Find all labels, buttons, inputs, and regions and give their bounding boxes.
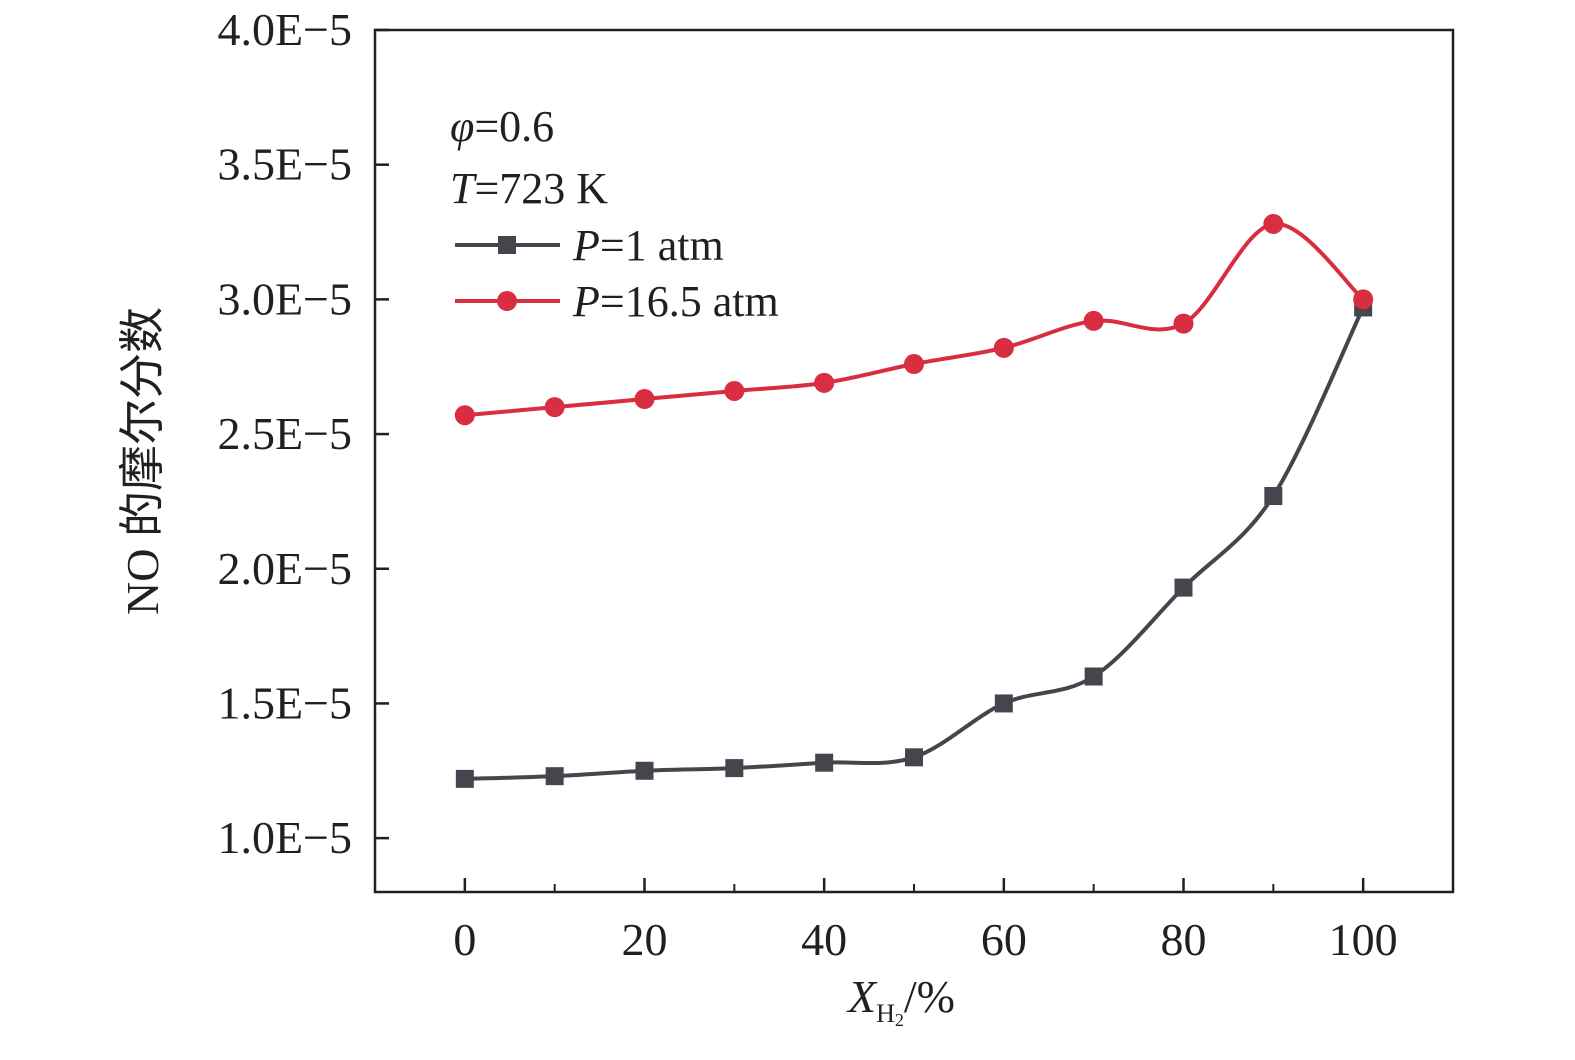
- x-axis-unit: /%: [904, 971, 955, 1022]
- legend-marker-16-5atm: [497, 291, 517, 311]
- data-point-16-5atm: [993, 337, 1014, 358]
- legend-1atm-value: =1 atm: [600, 221, 724, 270]
- data-point-16-5atm: [454, 405, 475, 426]
- x-axis-subscript: H: [876, 999, 895, 1028]
- data-point-1atm: [635, 761, 654, 780]
- y-tick-label: 2.5E−5: [217, 408, 352, 459]
- legend-1atm-symbol: P: [572, 221, 600, 270]
- data-point-1atm: [1264, 487, 1283, 506]
- legend-label-16-5atm: P=16.5 atm: [572, 277, 779, 326]
- y-tick-label: 4.0E−5: [217, 4, 352, 55]
- x-tick-label: 40: [801, 914, 847, 965]
- data-point-16-5atm: [1173, 313, 1194, 334]
- data-point-1atm: [545, 767, 564, 786]
- y-axis-ticks: 1.0E−5 1.5E−5 2.0E−5 2.5E−5 3.0E−5 3.5E−5 4.0E…: [217, 4, 389, 863]
- data-point-1atm: [455, 769, 474, 788]
- phi-symbol: φ: [450, 102, 474, 151]
- y-tick-label: 3.5E−5: [217, 139, 352, 190]
- legend-item-16-5atm: P=16.5 atm: [455, 277, 779, 326]
- data-point-16-5atm: [1353, 289, 1374, 310]
- data-point-16-5atm: [544, 397, 565, 418]
- data-point-16-5atm: [1083, 310, 1104, 331]
- data-point-16-5atm: [724, 380, 745, 401]
- annotation-phi: φ=0.6: [450, 102, 554, 151]
- x-tick-label: 80: [1161, 914, 1207, 965]
- temperature-symbol: T: [450, 164, 478, 213]
- data-point-1atm: [1084, 667, 1103, 686]
- x-axis-title: XH2/%: [846, 971, 955, 1030]
- phi-value: =0.6: [474, 102, 554, 151]
- x-tick-label: 60: [981, 914, 1027, 965]
- data-point-1atm: [1174, 578, 1193, 597]
- data-point-16-5atm: [814, 372, 835, 393]
- legend-16-5atm-value: =16.5 atm: [600, 277, 779, 326]
- series-16-5atm: [454, 213, 1374, 426]
- x-tick-label: 100: [1329, 914, 1398, 965]
- data-point-1atm: [815, 753, 834, 772]
- legend: P=1 atm P=16.5 atm: [455, 221, 779, 326]
- data-point-16-5atm: [904, 354, 924, 375]
- data-point-16-5atm: [634, 389, 655, 410]
- series-1atm: [455, 298, 1373, 788]
- series-line-16-5atm: [464, 221, 1365, 418]
- x-tick-label: 0: [453, 914, 476, 965]
- x-axis-ticks: 0 20 40 60 80 100: [453, 878, 1398, 965]
- y-tick-label: 1.5E−5: [217, 677, 352, 728]
- legend-16-5atm-symbol: P: [572, 277, 600, 326]
- data-point-1atm: [994, 694, 1013, 713]
- legend-marker-1atm: [498, 236, 516, 254]
- data-point-16-5atm: [1263, 213, 1284, 234]
- x-axis-subscript-2: 2: [895, 1010, 904, 1030]
- temperature-value: =723 K: [474, 164, 608, 213]
- y-axis-title: NO 的摩尔分数: [117, 307, 168, 615]
- x-tick-label: 20: [622, 914, 668, 965]
- y-tick-label: 3.0E−5: [217, 273, 352, 324]
- legend-item-1atm: P=1 atm: [455, 221, 724, 270]
- annotation-temperature: T=723 K: [450, 164, 608, 213]
- data-point-1atm: [725, 759, 744, 778]
- y-tick-label: 1.0E−5: [217, 812, 352, 863]
- series-line-1atm: [464, 306, 1365, 781]
- data-point-1atm: [905, 748, 923, 767]
- legend-label-1atm: P=1 atm: [572, 221, 724, 270]
- series-layer: [454, 213, 1374, 788]
- y-tick-label: 2.0E−5: [217, 543, 352, 594]
- x-axis-symbol: X: [846, 971, 878, 1022]
